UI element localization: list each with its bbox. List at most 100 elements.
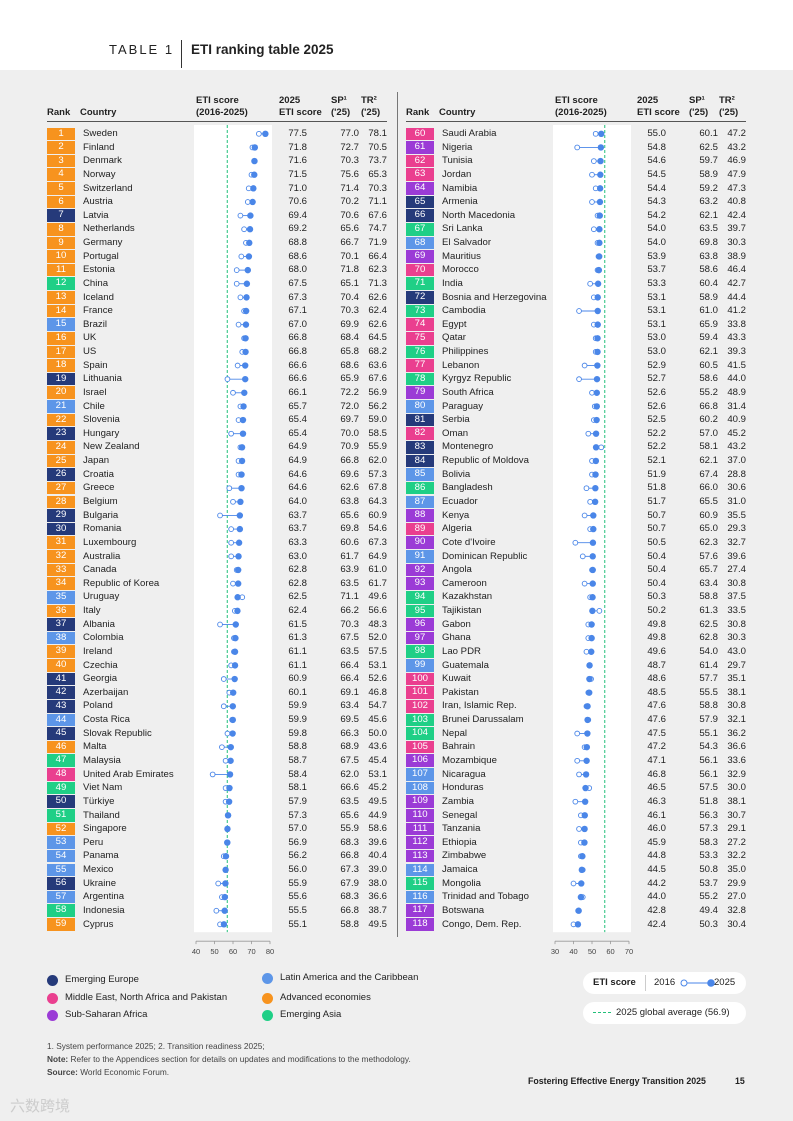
rank-badge: 47	[47, 754, 75, 768]
tr-score: 30.3	[727, 632, 746, 644]
country-name: Sweden	[83, 128, 118, 139]
table-row: 79 South Africa 52.6 55.2 48.9	[406, 386, 746, 400]
table-row: 1 Sweden 77.5 77.0 78.1	[47, 127, 387, 141]
table-row: 10 Portugal 68.6 70.1 66.4	[47, 250, 387, 264]
tr-score: 62.6	[368, 318, 387, 330]
tr-score: 36.6	[368, 891, 387, 903]
table-row: 68 El Salvador 54.0 69.8 30.3	[406, 236, 746, 250]
table-row: 110 Senegal 46.1 56.3 30.7	[406, 809, 746, 823]
table-row: 102 Iran, Islamic Rep. 47.6 58.8 30.8	[406, 699, 746, 713]
eti-score-2025: 50.4	[647, 564, 666, 576]
tr-score: 30.8	[727, 700, 746, 712]
eti-2016-point	[589, 199, 595, 205]
sp-score: 56.3	[699, 809, 718, 821]
sp-score: 77.0	[340, 128, 359, 139]
sp-score: 54.0	[699, 645, 718, 657]
country-name: Trinidad and Tobago	[442, 891, 529, 903]
rank-badge: 11	[47, 263, 75, 277]
country-name: Cote d'Ivoire	[442, 536, 496, 548]
rank-badge: 82	[406, 427, 434, 440]
tr-score: 67.6	[368, 209, 387, 221]
eti-2025-point	[229, 689, 237, 696]
country-name: Croatia	[83, 468, 114, 480]
legend-divider	[645, 975, 646, 991]
table-row: 66 North Macedonia 54.2 62.1 42.4	[406, 209, 746, 223]
eti-2016-point	[570, 880, 577, 887]
table-row: 117 Botswana 42.8 49.4 32.8	[406, 904, 746, 918]
eti-score-2025: 51.7	[647, 496, 666, 507]
rank-badge: 24	[47, 440, 75, 454]
table-row: 13 Iceland 67.3 70.4 62.6	[47, 291, 387, 305]
rank-badge: 112	[406, 836, 434, 849]
eti-2016-point	[224, 376, 231, 383]
tr-score: 48.9	[727, 386, 746, 398]
rank-badge: 118	[406, 918, 434, 931]
eti-2025-point	[238, 444, 246, 451]
table-row: 6 Austria 70.6 70.2 71.1	[47, 195, 387, 209]
sp-score: 62.6	[340, 482, 359, 494]
sp-score: 58.8	[699, 700, 718, 712]
table-row: 113 Zimbabwe 44.8 53.3 32.2	[406, 849, 746, 863]
x-tick-label: 40	[192, 947, 200, 956]
tr-score: 30.6	[727, 482, 746, 494]
eti-score-2025: 47.1	[647, 754, 666, 766]
table-row: 61 Nigeria 54.8 62.5 43.2	[406, 141, 746, 155]
tr-score: 46.8	[368, 686, 387, 698]
tr-score: 62.6	[368, 291, 387, 303]
sp-score: 65.1	[340, 277, 359, 289]
country-name: Bolivia	[442, 468, 471, 480]
sp-score: 69.5	[340, 714, 359, 726]
x-tick-label: 40	[569, 947, 577, 956]
eti-score-2025: 67.3	[288, 291, 307, 303]
tr-score: 47.9	[727, 168, 746, 180]
eti-2016-point	[233, 267, 240, 273]
eti-score-2025: 67.0	[288, 318, 307, 330]
rank-badge: 95	[406, 604, 434, 618]
rank-badge: 64	[406, 182, 434, 195]
table-row: 109 Zambia 46.3 51.8 38.1	[406, 795, 746, 809]
eti-2025-point	[231, 662, 239, 669]
eti-2025-point	[593, 375, 601, 383]
table-row: 90 Cote d'Ivoire 50.5 62.3 32.7	[406, 536, 746, 550]
country-name: Kenya	[442, 509, 470, 521]
eti-2016-point	[230, 389, 236, 396]
table-row: 108 Honduras 46.5 57.5 30.0	[406, 781, 746, 795]
country-name: Tanzania	[442, 823, 481, 835]
eti-score-2025: 52.9	[647, 359, 666, 371]
country-name: Belgium	[83, 496, 118, 507]
sp-score: 70.3	[340, 155, 359, 167]
eti-2025-point	[594, 335, 601, 342]
eti-score-2025: 69.4	[288, 209, 307, 221]
rank-badge: 80	[406, 400, 434, 413]
rank-badge: 58	[47, 904, 75, 917]
country-name: Guatemala	[442, 659, 489, 671]
x-tick-label: 80	[266, 947, 274, 956]
sp-score: 62.5	[699, 141, 718, 153]
eti-2025-point	[242, 348, 249, 356]
rank-badge: 94	[406, 590, 434, 604]
x-tick-label: 60	[606, 947, 614, 956]
sp-score: 60.2	[699, 414, 718, 426]
rank-badge: 93	[406, 577, 434, 590]
sp-score: 62.1	[699, 346, 718, 358]
eti-score-2025: 44.5	[647, 864, 666, 876]
country-name: Iceland	[83, 291, 114, 303]
rank-badge: 22	[47, 413, 75, 427]
tr-score: 70.5	[368, 141, 387, 153]
table-row: 19 Lithuania 66.6 65.9 67.6	[47, 372, 387, 386]
country-name: Congo, Dem. Rep.	[442, 918, 522, 930]
eti-2016-point	[596, 608, 603, 614]
country-name: Latvia	[83, 209, 109, 221]
eti-2025-point	[582, 784, 589, 792]
tr-score: 67.3	[368, 536, 387, 548]
sp-score: 58.9	[699, 168, 718, 180]
tr-score: 29.1	[727, 823, 746, 835]
col-eti-header-right: ETI score (2016-2025)	[555, 95, 607, 118]
eti-score-2025: 54.3	[647, 196, 666, 208]
tr-score: 32.7	[727, 536, 746, 548]
eti-2025-point	[592, 471, 599, 478]
legend-2025: 2025	[714, 977, 736, 988]
tr-score: 54.7	[368, 700, 387, 712]
tr-score: 45.6	[368, 714, 387, 726]
table-row: 54 Panama 56.2 66.8 40.4	[47, 849, 387, 863]
